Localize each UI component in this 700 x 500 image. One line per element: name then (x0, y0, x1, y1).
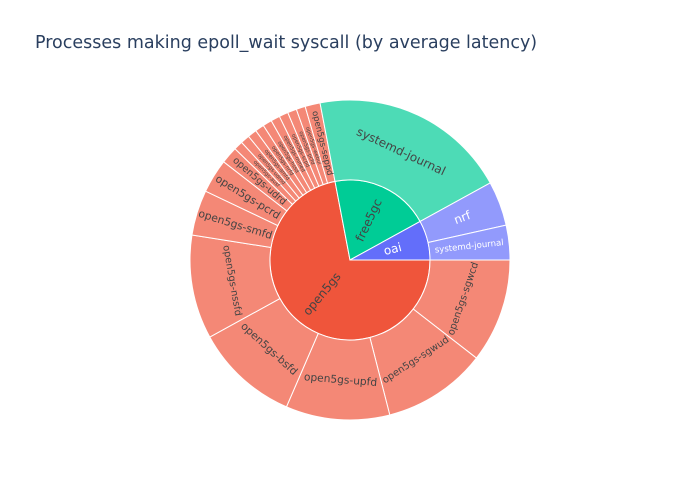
sunburst-child-oai-systemd-journal[interactable] (427, 224, 511, 261)
chart-title: Processes making epoll_wait syscall (by … (35, 33, 538, 53)
sunburst-child-free5gc-systemd-journal[interactable] (319, 99, 491, 223)
sunburst-child-label-open5gs-open5gs-upfd: open5gs-upfd (304, 370, 378, 389)
sunburst-parent-label-oai: oai (382, 240, 403, 258)
sunburst-child-label-oai-nrf: nrf (452, 208, 473, 227)
